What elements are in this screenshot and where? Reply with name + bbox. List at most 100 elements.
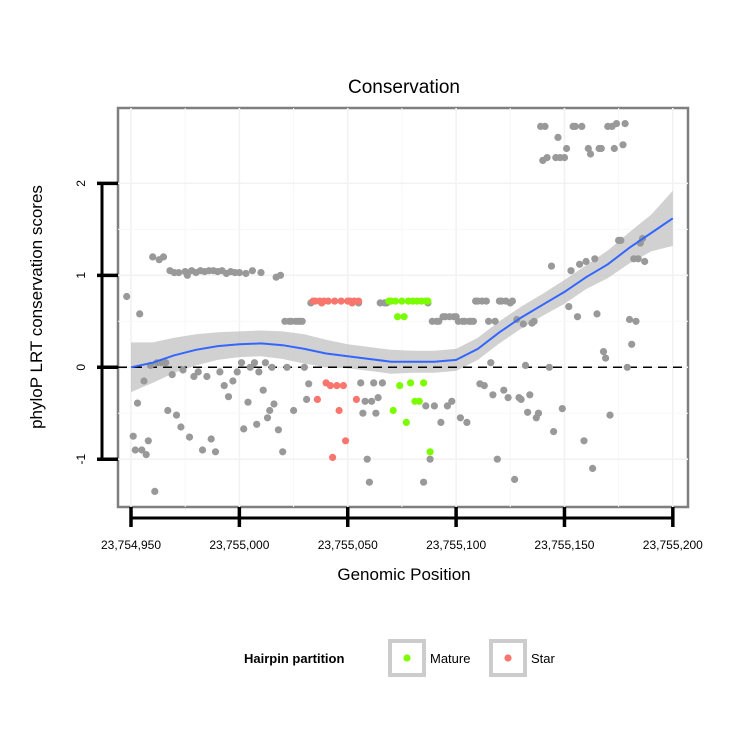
point-other (233, 368, 241, 376)
point-other (456, 414, 464, 422)
legend-swatch-mature (403, 654, 411, 662)
point-other (578, 122, 586, 130)
point-other (508, 297, 516, 305)
point-other (491, 317, 499, 325)
y-axis-label: phyloP LRT conservation scores (27, 185, 46, 429)
point-other (519, 320, 527, 328)
point-other (144, 437, 152, 445)
point-other (541, 122, 549, 130)
point-other (571, 122, 579, 130)
point-other (368, 397, 376, 405)
point-other (550, 428, 558, 436)
x-tick-label: 23,754,950 (101, 538, 161, 552)
point-other (430, 402, 438, 410)
point-other (625, 315, 634, 324)
point-other (443, 402, 451, 410)
legend-label-star: Star (531, 651, 556, 666)
point-other (172, 411, 181, 419)
x-tick-label: 23,755,100 (426, 538, 486, 552)
point-other (602, 354, 610, 362)
point-other (164, 406, 172, 415)
point-other (422, 402, 430, 410)
point-mature (391, 297, 399, 305)
point-other (563, 144, 571, 153)
point-other (129, 432, 137, 440)
point-other (365, 478, 373, 486)
point-other (593, 310, 601, 318)
point-mature (400, 313, 408, 321)
point-other (253, 420, 261, 428)
x-tick-label: 23,755,150 (534, 538, 594, 552)
point-other (606, 411, 614, 419)
point-star (335, 406, 343, 415)
point-other (159, 253, 168, 261)
point-other (138, 446, 146, 454)
point-other (276, 271, 285, 279)
point-other (567, 267, 575, 275)
point-other (489, 391, 497, 399)
point-other (283, 363, 291, 371)
point-star (342, 437, 350, 445)
point-other (480, 382, 488, 390)
point-other (500, 386, 508, 394)
point-other (599, 348, 608, 356)
point-other (123, 292, 131, 301)
point-other (207, 435, 215, 443)
point-other (378, 379, 386, 387)
point-other (560, 154, 569, 162)
x-axis: 23,754,950 23,755,000 23,755,050 23,755,100… (101, 507, 703, 552)
point-other (303, 395, 311, 403)
point-other (274, 426, 282, 434)
point-other (632, 317, 640, 325)
point-mature (407, 379, 415, 387)
point-other (448, 397, 456, 405)
legend-title: Hairpin partition (244, 651, 344, 666)
point-other (190, 372, 198, 381)
point-other (504, 394, 512, 402)
point-other (131, 446, 139, 454)
point-other (617, 236, 625, 244)
point-other (179, 366, 187, 374)
y-tick-label: -1 (74, 454, 88, 465)
point-other (510, 475, 519, 483)
point-other (370, 379, 378, 387)
point-star (339, 382, 347, 390)
point-other (263, 414, 272, 422)
point-other (580, 437, 588, 445)
point-mature (426, 448, 434, 456)
point-other (554, 133, 562, 141)
point-other (162, 359, 170, 367)
point-other (521, 361, 530, 369)
legend-label-mature: Mature (430, 651, 470, 666)
y-tick-label: 0 (74, 364, 88, 371)
point-other (177, 423, 185, 431)
point-other (547, 262, 556, 270)
legend-swatch-star (504, 654, 512, 662)
point-other (235, 269, 243, 277)
point-other (250, 359, 259, 367)
x-tick-label: 23,755,200 (643, 538, 703, 552)
point-other (584, 144, 592, 153)
point-other (426, 455, 434, 463)
point-other (612, 120, 621, 128)
point-other (242, 269, 250, 278)
point-star (333, 382, 341, 390)
point-other (543, 154, 551, 162)
point-other (420, 478, 428, 486)
point-other (372, 409, 380, 417)
point-other (211, 448, 220, 456)
point-mature (396, 382, 404, 390)
point-other (175, 269, 183, 277)
point-other (623, 363, 631, 371)
point-star (331, 297, 339, 305)
point-other (246, 363, 254, 371)
x-tick-label: 23,755,000 (209, 538, 269, 552)
point-mature (398, 297, 406, 305)
point-other (526, 391, 534, 399)
point-other (266, 406, 274, 415)
point-other (517, 395, 525, 403)
point-mature (415, 397, 423, 405)
point-other (140, 377, 148, 385)
point-mature (424, 297, 432, 305)
point-other (305, 380, 313, 388)
